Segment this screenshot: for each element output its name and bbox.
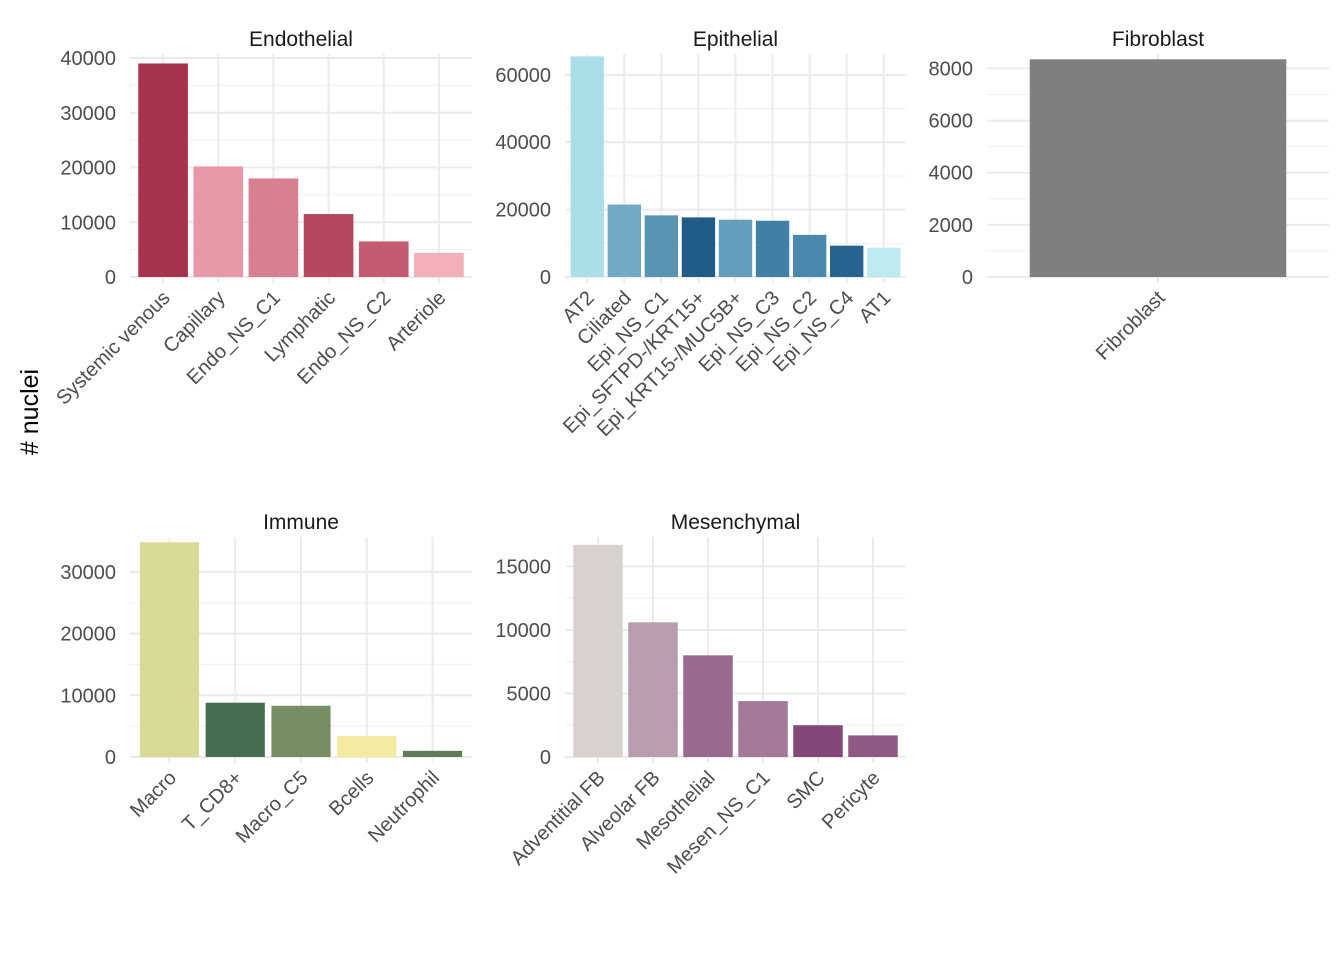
panel-title: Epithelial	[693, 28, 778, 51]
panel-title: Immune	[263, 511, 339, 534]
x-tick-label: Adventitial FB	[507, 767, 610, 870]
bar-epi-ns-c4	[830, 245, 864, 277]
bar-lymphatic	[303, 214, 354, 277]
y-tick-label: 0	[540, 747, 551, 769]
panel-title: Fibroblast	[1112, 28, 1204, 51]
y-axis-label: # nuclei	[16, 369, 44, 455]
y-tick-label: 30000	[60, 562, 116, 584]
bar-endo-ns-c1	[248, 178, 299, 277]
x-tick-label: Arteriole	[382, 287, 450, 355]
x-tick-label: Systemic venous	[52, 287, 174, 409]
bar-arteriole	[414, 252, 464, 277]
bar-macro-c5	[271, 705, 331, 757]
bar-mesothelial	[683, 655, 733, 757]
bar-neutrophil	[402, 750, 463, 757]
bar-mesen-ns-c1	[738, 701, 788, 757]
panel-epithelial: 0200004000060000AT2CiliatedEpi_NS_C1Epi_…	[495, 28, 906, 441]
bar-epi-ns-c2	[792, 234, 827, 277]
bar-at2	[570, 56, 604, 277]
x-tick-label: T_CD8+	[178, 767, 247, 836]
panel-title: Mesenchymal	[671, 511, 801, 534]
y-tick-label: 20000	[60, 158, 116, 180]
bar-at1	[867, 247, 901, 277]
x-tick-label: Macro_C5	[232, 767, 313, 848]
bar-epi-ns-c3	[755, 220, 790, 277]
y-tick-label: 0	[105, 267, 116, 289]
bar-epi-krt15-muc5b	[718, 219, 753, 277]
bar-ciliated	[607, 204, 641, 277]
y-tick-label: 30000	[60, 103, 116, 125]
bar-endo-ns-c2	[358, 241, 409, 277]
y-tick-label: 15000	[495, 556, 551, 578]
x-tick-label: Fibroblast	[1092, 287, 1170, 365]
bar-capillary	[193, 166, 244, 277]
y-tick-label: 40000	[60, 48, 116, 70]
y-tick-label: 8000	[929, 58, 974, 80]
y-tick-label: 40000	[495, 132, 551, 154]
bar-epi-sftpd-krt15	[681, 217, 716, 277]
bar-alveolar-fb	[628, 622, 678, 757]
x-tick-label: Bcells	[325, 767, 378, 820]
bar-adventitial-fb	[573, 544, 623, 757]
y-tick-label: 20000	[60, 624, 116, 646]
bar-epi-ns-c1	[644, 215, 679, 277]
y-tick-label: 4000	[929, 163, 974, 185]
bar-fibroblast	[1029, 59, 1287, 277]
bar-bcells	[337, 736, 397, 757]
bar-t-cd8	[205, 702, 265, 757]
x-tick-label: SMC	[783, 767, 830, 814]
x-tick-label: Pericyte	[818, 767, 885, 834]
bar-smc	[793, 725, 843, 757]
panel-title: Endothelial	[249, 28, 353, 51]
y-tick-label: 10000	[60, 685, 116, 707]
y-tick-label: 6000	[929, 111, 974, 133]
y-tick-label: 5000	[507, 683, 552, 705]
y-tick-label: 0	[962, 267, 973, 289]
panel-fibroblast: 0 2000 4000 6000 8000 Fibroblast Fibroblast	[929, 28, 1329, 365]
y-tick-label: 0	[540, 267, 551, 289]
bar-systemic-venous	[138, 63, 188, 277]
y-tick-label: 0	[105, 747, 116, 769]
y-tick-label: 2000	[929, 215, 974, 237]
y-tick-label: 60000	[495, 65, 551, 87]
x-tick-label: Macro	[126, 767, 181, 822]
x-tick-label: Mesen_NS_C1	[663, 767, 774, 878]
y-tick-label: 10000	[495, 620, 551, 642]
x-tick-label: Neutrophil	[364, 767, 444, 847]
x-tick-label: AT1	[855, 287, 895, 327]
bar-macro	[139, 542, 200, 757]
y-tick-label: 20000	[495, 200, 551, 222]
bar-pericyte	[848, 735, 898, 757]
y-tick-label: 10000	[60, 212, 116, 234]
